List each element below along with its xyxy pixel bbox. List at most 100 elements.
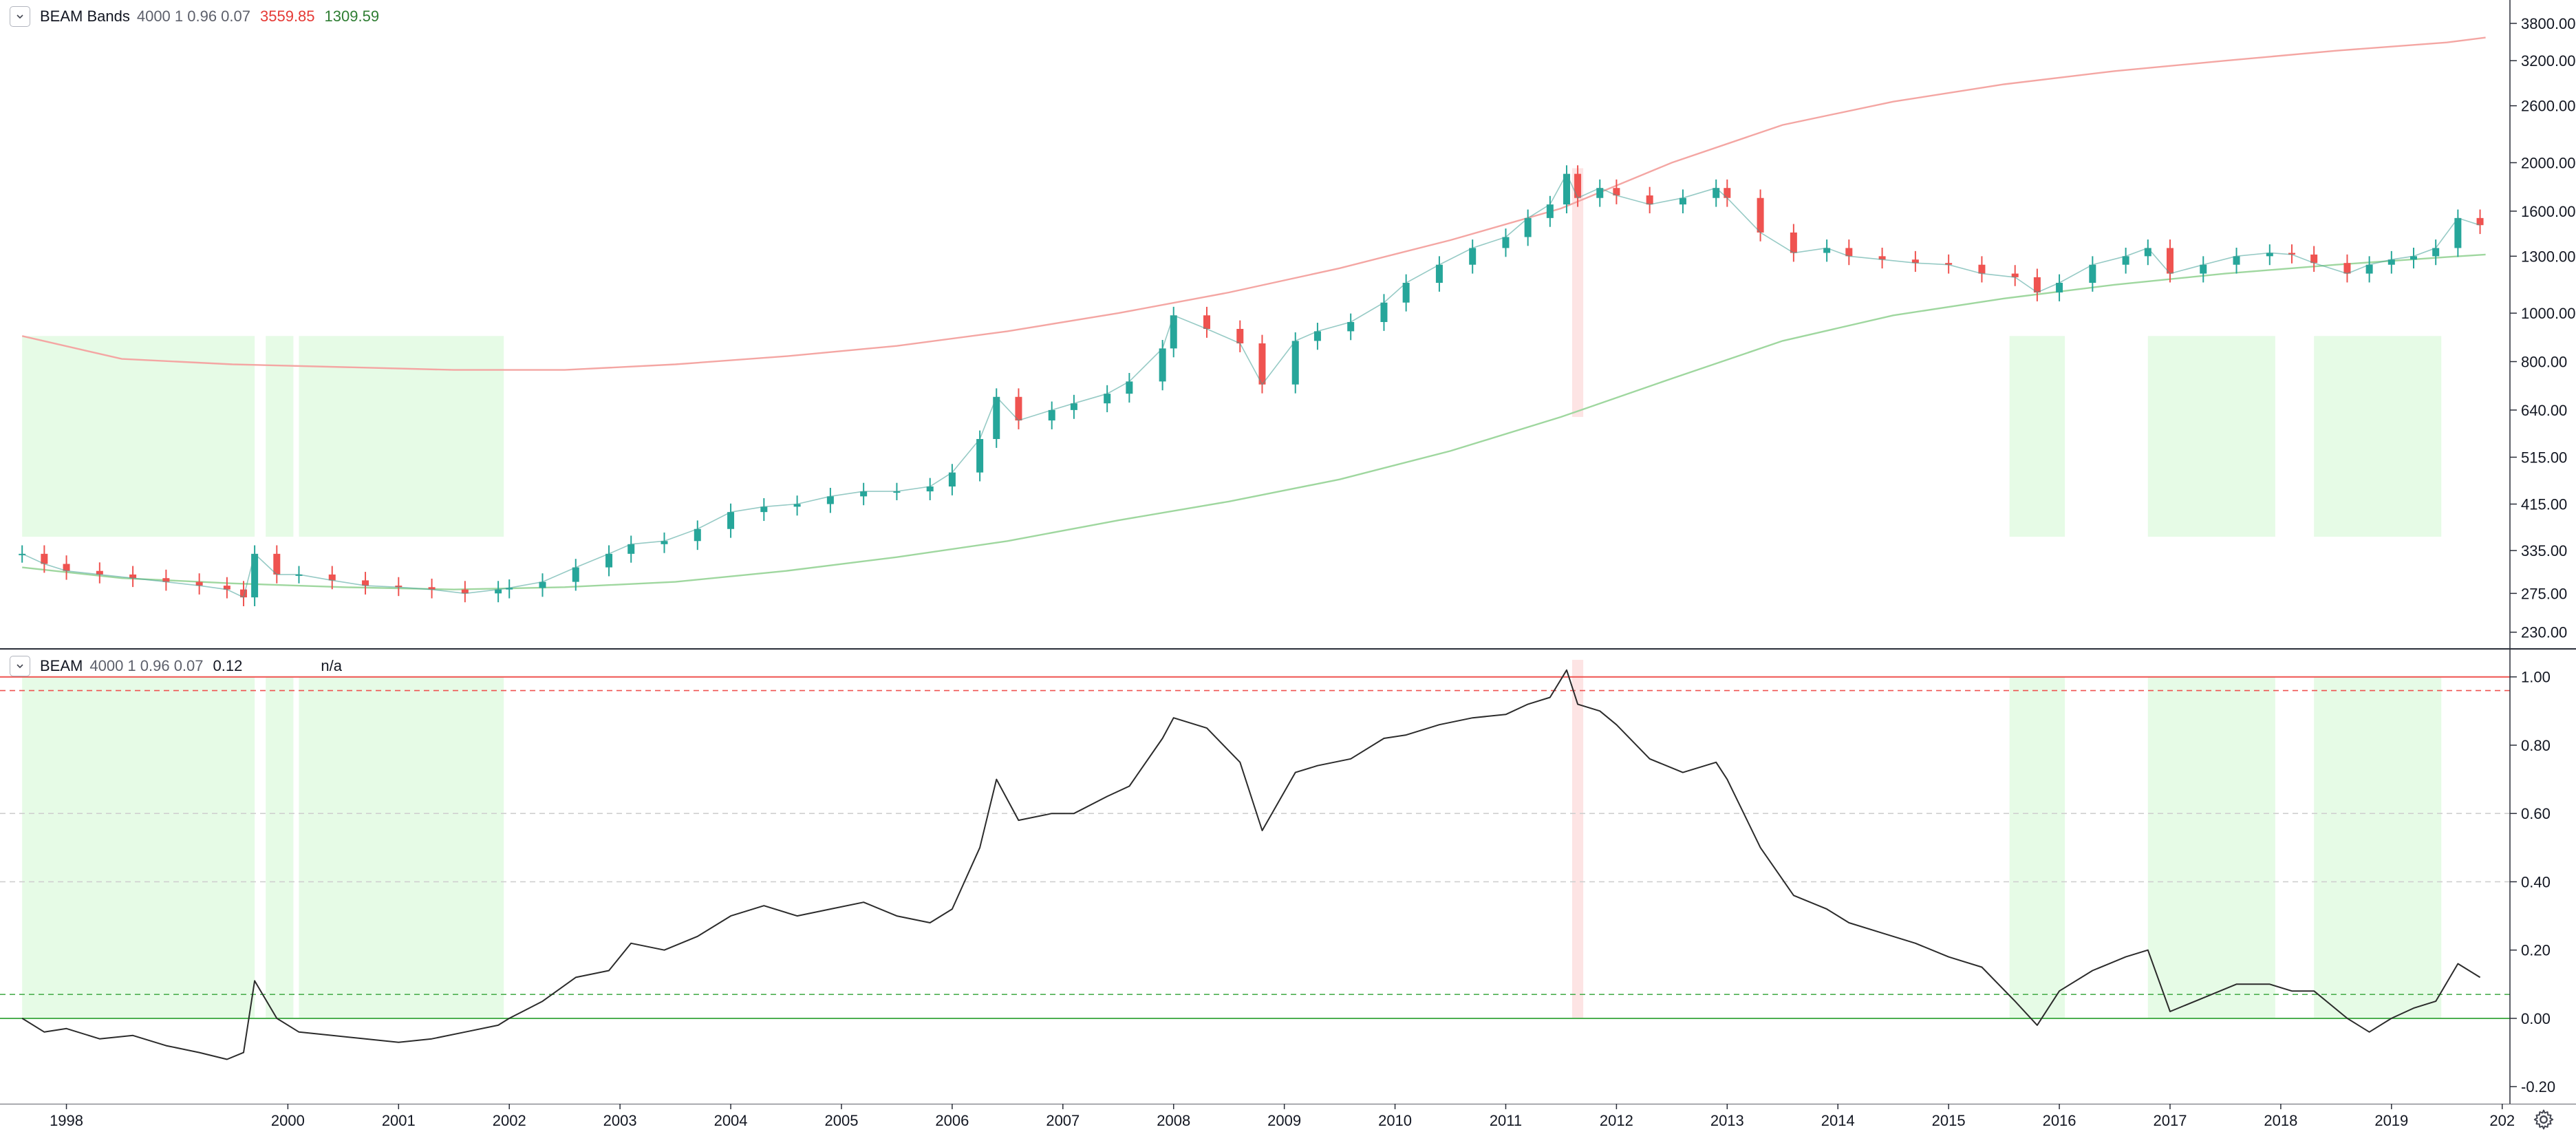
candle [1380, 302, 1388, 322]
candle [1469, 248, 1477, 265]
y-tick-label: 1000.00 [2521, 305, 2576, 322]
y-tick-label: 230.00 [2521, 624, 2567, 641]
y-tick-label: 0.00 [2521, 1010, 2551, 1027]
candle [506, 588, 513, 590]
buy-zone [22, 676, 255, 1018]
candle [251, 553, 259, 598]
candle [1845, 248, 1853, 257]
indicator-params: 4000 1 0.96 0.07 [89, 657, 204, 674]
candle [2454, 217, 2462, 248]
y-tick-label: 415.00 [2521, 496, 2567, 513]
candle [2122, 256, 2129, 265]
candle [129, 574, 137, 579]
candle [1070, 403, 1077, 410]
x-tick-label: 2007 [1046, 1112, 1080, 1129]
candle [2410, 256, 2418, 260]
upper-band-line [21, 36, 2486, 371]
x-tick-label: 2016 [2043, 1112, 2076, 1129]
x-tick-label: 2019 [2374, 1112, 2408, 1129]
candle [661, 541, 668, 544]
candle [1258, 343, 1266, 385]
buy-zone [2009, 336, 2065, 537]
y-tick-label: 1600.00 [2521, 203, 2576, 220]
buy-zone [266, 336, 294, 537]
candle [1104, 394, 1111, 404]
x-tick-label: 2005 [824, 1112, 858, 1129]
candle [223, 586, 230, 590]
buy-zone [22, 336, 255, 537]
candle [976, 439, 984, 473]
candle [1757, 197, 1764, 233]
candle [461, 589, 469, 594]
candle [395, 586, 402, 588]
candle [63, 564, 70, 571]
candle [1563, 173, 1570, 205]
candle [2011, 273, 2019, 277]
candle [860, 491, 868, 497]
price-pane[interactable]: 3800.00 3200.00 2600.00 2000.00 1600.00 1300.… [0, 0, 2576, 648]
candle [295, 574, 303, 576]
gear-icon[interactable] [2532, 1108, 2555, 1131]
candle [1313, 331, 1321, 341]
candle [1126, 381, 1133, 394]
candle [2288, 253, 2295, 255]
x-tick-label: 2000 [271, 1112, 305, 1129]
price-line [21, 172, 2480, 599]
candle [1945, 263, 1953, 265]
oscillator-chart[interactable]: 1.00 0.80 0.60 0.40 0.20 0.00 -0.20 [0, 650, 2576, 1104]
x-tick-label: 2012 [1600, 1112, 1633, 1129]
candle [1048, 409, 1055, 421]
candle [1724, 188, 1731, 198]
y-tick-label: 515.00 [2521, 449, 2567, 466]
candle [1878, 256, 1886, 260]
x-tick-label: 2010 [1378, 1112, 1412, 1129]
price-legend: BEAM Bands 4000 1 0.96 0.07 3559.85 1309… [10, 4, 379, 29]
collapse-legend-button[interactable] [10, 6, 30, 27]
candle [362, 580, 369, 586]
candle [162, 578, 170, 582]
candle [96, 570, 103, 575]
candle [1524, 217, 1532, 237]
price-chart[interactable]: 3800.00 3200.00 2600.00 2000.00 1600.00 1300.… [0, 0, 2576, 648]
candle [826, 496, 834, 504]
oscillator-pane[interactable]: 1.00 0.80 0.60 0.40 0.20 0.00 -0.20 BEAM 4000 … [0, 650, 2576, 1104]
upper-band-value: 3559.85 [260, 8, 315, 25]
candle [948, 472, 956, 487]
collapse-legend-button[interactable] [10, 656, 30, 676]
x-tick-label: 2008 [1157, 1112, 1190, 1129]
candle [1574, 173, 1582, 198]
x-tick-label: 202 [2489, 1112, 2515, 1129]
candle [428, 587, 436, 590]
candle [2233, 256, 2240, 265]
y-tick-label: 275.00 [2521, 585, 2567, 602]
x-tick-label: 2017 [2154, 1112, 2187, 1129]
x-tick-label: 1998 [50, 1112, 83, 1129]
x-tick-label: 2006 [935, 1112, 969, 1129]
y-tick-label: 0.60 [2521, 805, 2551, 822]
candle [926, 486, 934, 492]
candle [1502, 237, 1510, 248]
candle [2387, 259, 2395, 265]
oscillator-line [21, 669, 2481, 1060]
indicator-params: 4000 1 0.96 0.07 [136, 8, 250, 25]
candle [1291, 341, 1299, 385]
candle [1546, 204, 1554, 218]
candle [1347, 321, 1355, 332]
buy-zone [299, 676, 504, 1018]
y-tick-label: 2600.00 [2521, 98, 2576, 115]
x-tick-label: 2001 [382, 1112, 416, 1129]
candle [1435, 264, 1443, 284]
candle [2266, 253, 2273, 257]
time-axis[interactable]: 1998 2000 2001 2002 2003 2004 2005 2006 2007 2008… [0, 1104, 2576, 1134]
x-tick-label: 2004 [714, 1112, 748, 1129]
pane-divider[interactable] [0, 648, 2576, 650]
candle [2089, 264, 2096, 284]
candle [19, 553, 26, 555]
candle [1790, 232, 1797, 253]
chevron-down-icon [17, 664, 23, 669]
y-tick-label: 0.40 [2521, 873, 2551, 890]
candle [495, 589, 502, 594]
buy-zone [2314, 336, 2442, 537]
candle [2343, 263, 2351, 274]
candle [195, 581, 203, 586]
